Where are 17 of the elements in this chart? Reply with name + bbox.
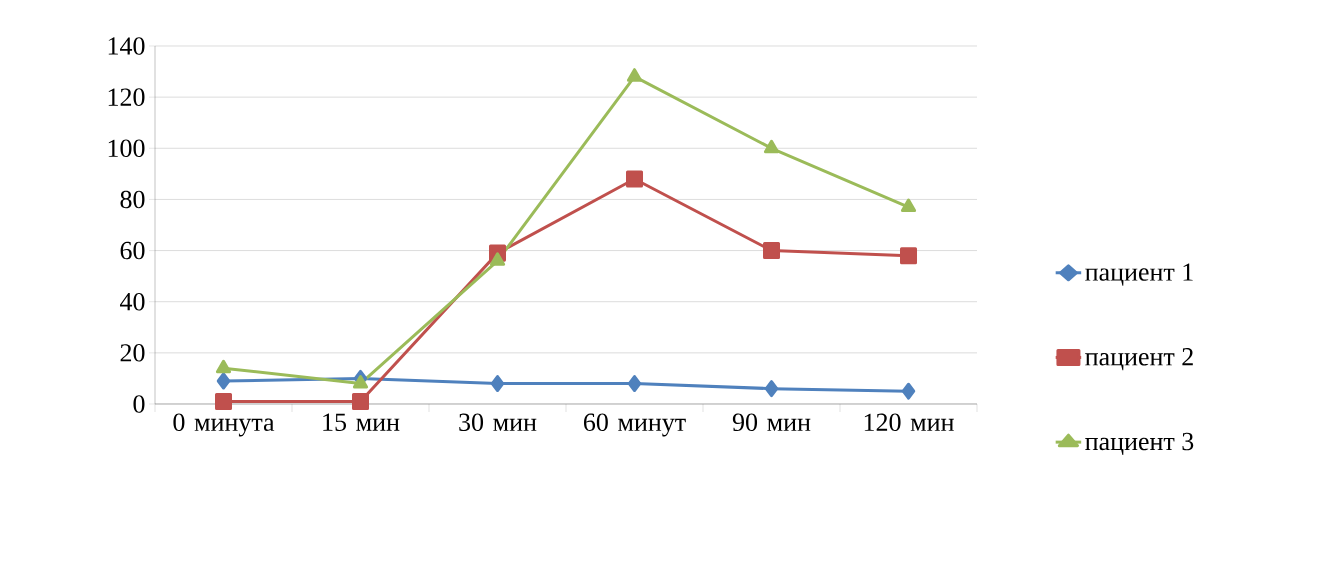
y-tick-label: 120 xyxy=(108,88,145,106)
y-tick-label: 40 xyxy=(120,292,145,311)
y-tick-label: 0 xyxy=(133,395,145,413)
y-tick-label: 20 xyxy=(120,344,145,362)
y-tick-label: 80 xyxy=(120,190,145,209)
x-tick-label: 30 мин xyxy=(459,413,537,432)
legend-label: пациент 2 xyxy=(1085,348,1193,371)
x-tick-label: 0 минута xyxy=(173,413,275,437)
legend-label: пациент 3 xyxy=(1085,432,1194,456)
legend-label: пациент 1 xyxy=(1085,263,1193,286)
x-tick-label: 120 мин xyxy=(864,413,954,432)
x-tick-label: 15 мин xyxy=(323,413,400,431)
y-tick-label: 100 xyxy=(108,139,145,158)
x-tick-label: 90 мин xyxy=(732,413,811,432)
x-tick-label: 60 минут xyxy=(583,413,686,437)
y-tick-label: 140 xyxy=(108,37,145,55)
y-tick-label: 60 xyxy=(120,241,145,260)
